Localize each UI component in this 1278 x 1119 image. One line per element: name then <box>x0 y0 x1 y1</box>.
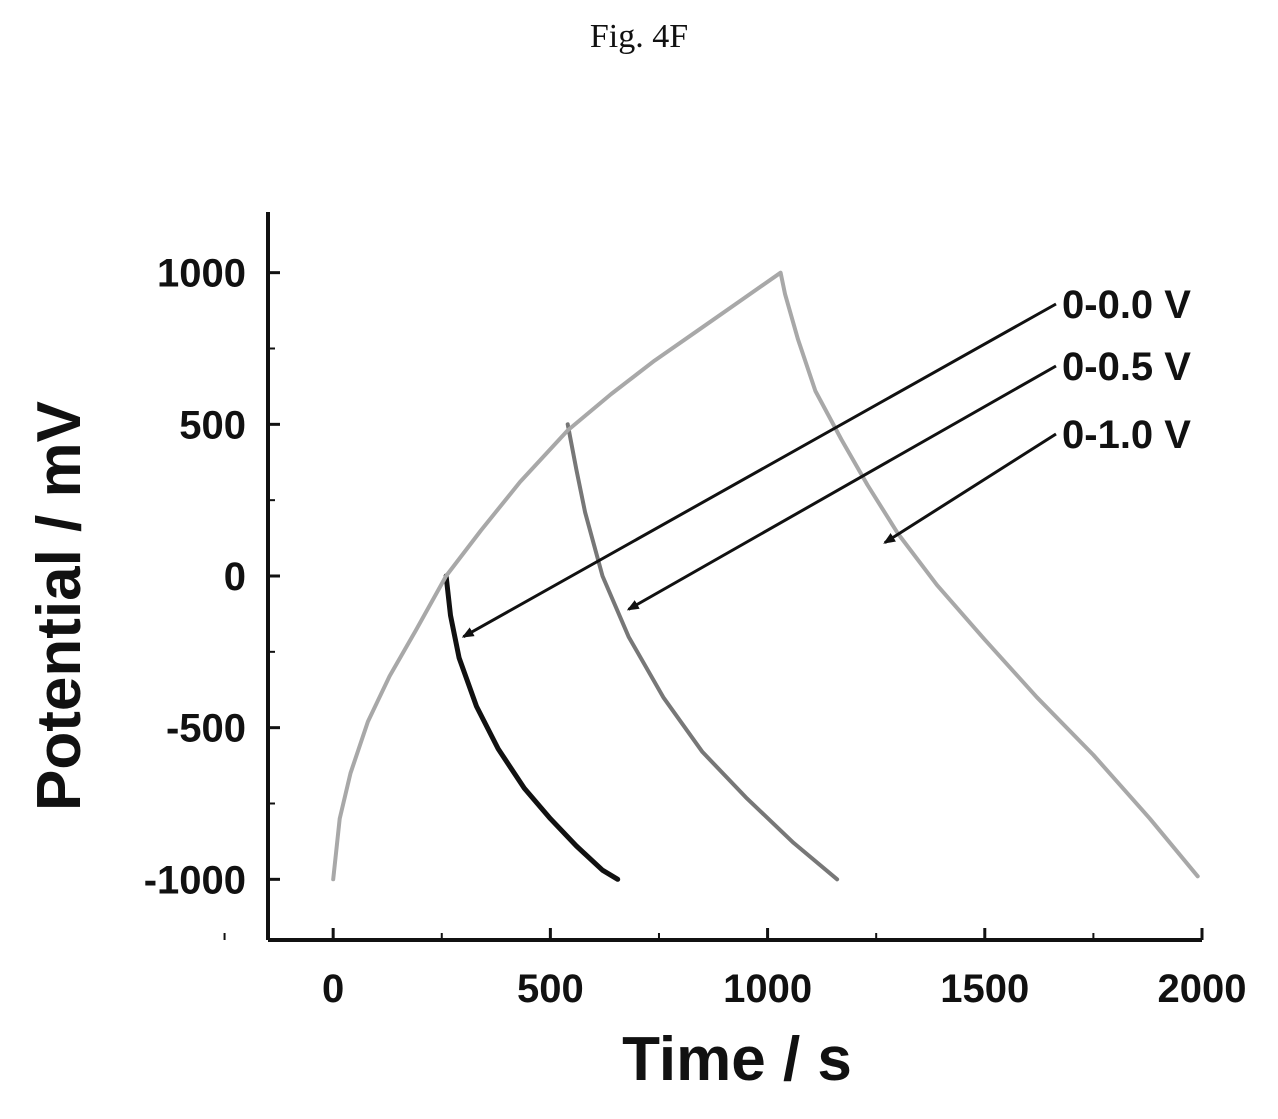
annotation-label: 0-0.5 V <box>1062 345 1191 389</box>
y-tick-label: -500 <box>166 707 246 751</box>
chart-axes: 0 500 1000 1500 2000 -1000 -500 0 500 1000 <box>144 212 1247 1011</box>
annotation-arrow <box>461 302 1057 638</box>
y-tick-label: 1000 <box>157 252 246 296</box>
x-tick-label: 1500 <box>940 967 1029 1011</box>
y-tick-label: 500 <box>179 403 246 447</box>
series-layer <box>331 270 1200 882</box>
annotation-arrow <box>883 432 1057 544</box>
series-line-0 <box>443 573 621 882</box>
annotation-layer: 0-0.0 V 0-0.5 V 0-1.0 V <box>461 283 1191 638</box>
x-axis-title: Time / s <box>622 1025 852 1094</box>
x-tick-label: 500 <box>517 967 584 1011</box>
x-tick-label: 1000 <box>723 967 812 1011</box>
series-line-2 <box>331 270 1200 882</box>
annotation-arrow <box>626 364 1057 611</box>
y-axis-title: Potential / mV <box>25 401 94 811</box>
x-tick-label: 2000 <box>1158 967 1247 1011</box>
annotation-label: 0-0.0 V <box>1062 283 1191 327</box>
x-tick-label: 0 <box>322 967 344 1011</box>
annotation-label: 0-1.0 V <box>1062 413 1191 457</box>
y-tick-label: 0 <box>224 555 246 599</box>
series-line-1 <box>565 422 840 882</box>
y-tick-label: -1000 <box>144 858 246 902</box>
figure-title: Fig. 4F <box>589 18 689 55</box>
